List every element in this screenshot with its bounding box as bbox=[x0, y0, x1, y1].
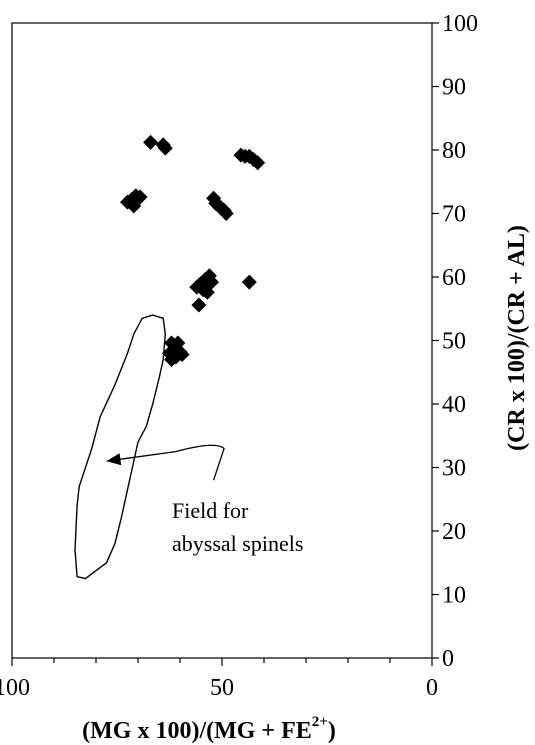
y-tick-label-10: 10 bbox=[442, 583, 466, 609]
x-tick-label-0: 0 bbox=[426, 675, 438, 701]
y-tick-label-100: 100 bbox=[442, 11, 478, 37]
abyssal-field-layer bbox=[74, 314, 225, 580]
y-tick-label-40: 40 bbox=[442, 392, 466, 418]
x-tick-label-100: 100 bbox=[0, 675, 30, 701]
data-point-0 bbox=[143, 134, 159, 150]
data-point-12 bbox=[250, 155, 266, 171]
annotation-label-line-1: Field for bbox=[172, 498, 249, 523]
data-points-layer bbox=[120, 134, 266, 368]
annotation-arrow-head bbox=[106, 453, 122, 466]
y-tick-label-20: 20 bbox=[442, 519, 466, 545]
data-point-2 bbox=[157, 140, 173, 156]
annotation-arrow-line bbox=[106, 444, 225, 481]
data-point-18 bbox=[218, 206, 234, 221]
data-point-28 bbox=[241, 274, 257, 290]
axes-layer: 0 10 20 30 40 50 60 70 80 90 100 100 50 0 bbox=[0, 11, 478, 701]
y-tick-label-60: 60 bbox=[442, 265, 466, 291]
data-point-26 bbox=[204, 274, 219, 290]
data-point-6 bbox=[126, 198, 142, 214]
x-axis-title-main: (MG x 100)/(MG + FE bbox=[82, 718, 312, 744]
data-point-36 bbox=[164, 352, 180, 368]
annotation-label-line-2: abyssal spinels bbox=[172, 531, 303, 556]
x-axis-title: (MG x 100)/(MG + FE2+) bbox=[82, 714, 336, 744]
y-tick-label-30: 30 bbox=[442, 456, 466, 482]
y-tick-label-90: 90 bbox=[442, 75, 466, 101]
x-axis-title-close: ) bbox=[328, 718, 336, 744]
abyssal-spinel-field-outline bbox=[74, 314, 167, 580]
y-tick-label-80: 80 bbox=[442, 138, 466, 164]
data-point-7 bbox=[132, 189, 148, 205]
data-point-27 bbox=[191, 297, 207, 313]
y-tick-label-70: 70 bbox=[442, 202, 466, 228]
y-tick-label-50: 50 bbox=[442, 329, 466, 355]
x-tick-label-50: 50 bbox=[210, 675, 234, 701]
y-axis-title: (CR x 100)/(CR + AL) bbox=[504, 225, 530, 451]
y-tick-label-0: 0 bbox=[442, 646, 454, 672]
x-axis-title-superscript: 2+ bbox=[312, 714, 328, 730]
plot-frame bbox=[11, 22, 433, 659]
